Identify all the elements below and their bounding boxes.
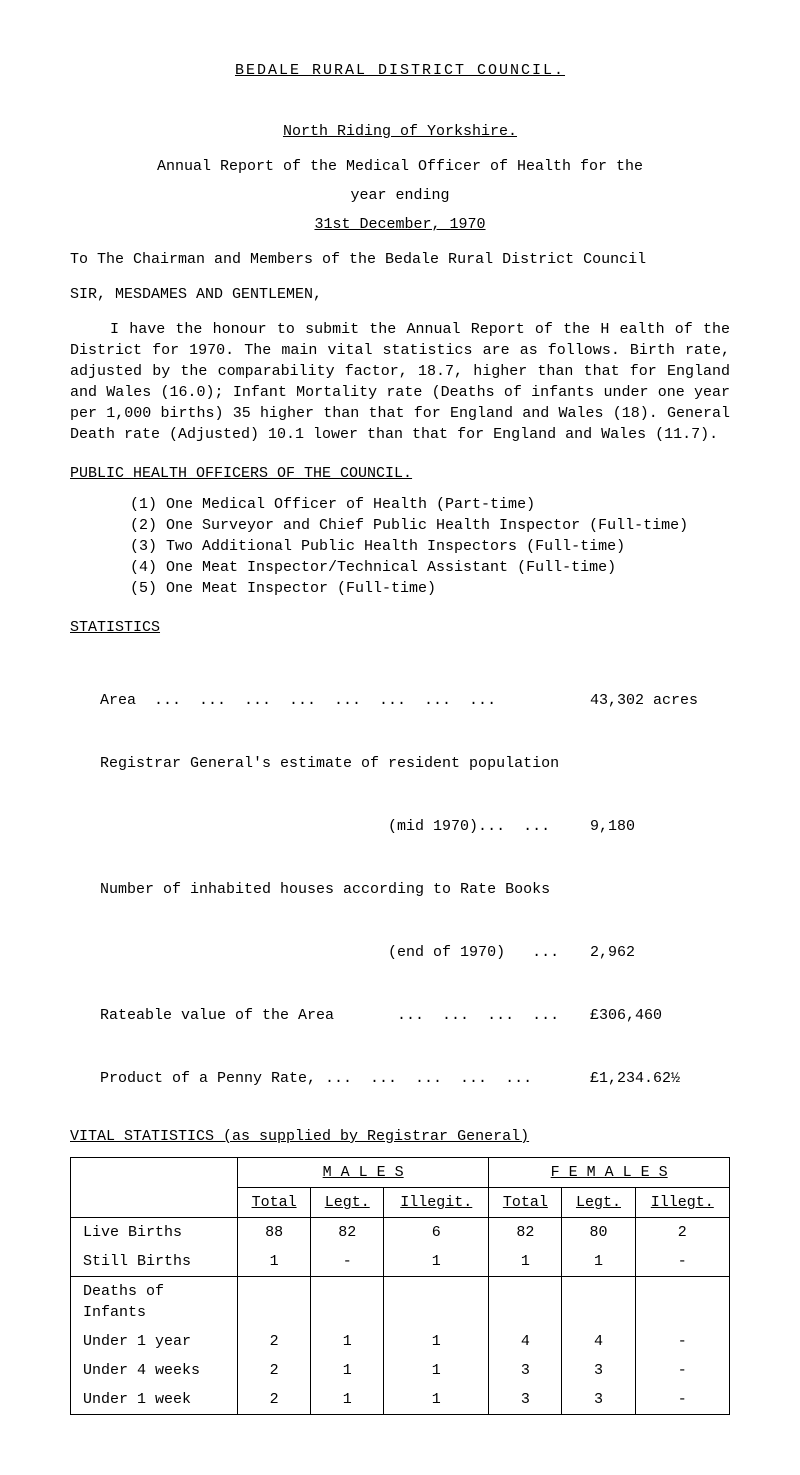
cell: -	[635, 1327, 729, 1356]
cell: 2	[238, 1327, 311, 1356]
addressee-line: To The Chairman and Members of the Bedal…	[70, 249, 730, 270]
report-date: 31st December, 1970	[314, 216, 485, 233]
cell: 1	[384, 1356, 489, 1385]
cell: 2	[238, 1385, 311, 1415]
cell: 3	[562, 1385, 635, 1415]
cell: 1	[311, 1385, 384, 1415]
stat-value: 2,962	[570, 942, 730, 963]
vital-statistics-table: M A L E S F E M A L E S Total Legt. Ille…	[70, 1157, 730, 1415]
officer-item: (4) One Meat Inspector/Technical Assista…	[130, 557, 730, 578]
cell: 80	[562, 1218, 635, 1248]
stat-label: (mid 1970)... ...	[100, 816, 570, 837]
officer-item: (3) Two Additional Public Health Inspect…	[130, 536, 730, 557]
officers-heading: PUBLIC HEALTH OFFICERS OF THE COUNCIL.	[70, 463, 730, 484]
cell: 4	[562, 1327, 635, 1356]
row-label: Under 1 week	[71, 1385, 238, 1415]
cell: 1	[311, 1327, 384, 1356]
col-header: Legt.	[311, 1188, 384, 1218]
cell: -	[635, 1385, 729, 1415]
cell: 82	[311, 1218, 384, 1248]
cell: 1	[384, 1247, 489, 1277]
cell: 3	[489, 1356, 562, 1385]
col-header: Total	[489, 1188, 562, 1218]
col-header: Illegt.	[635, 1188, 729, 1218]
officer-item: (5) One Meat Inspector (Full-time)	[130, 578, 730, 599]
stat-label: Rateable value of the Area ... ... ... .…	[100, 1005, 570, 1026]
body-paragraph: I have the honour to submit the Annual R…	[70, 319, 730, 445]
stat-label: (end of 1970) ...	[100, 942, 570, 963]
cell: 1	[384, 1327, 489, 1356]
group-header-males: M A L E S	[238, 1158, 489, 1188]
salutation-line: SIR, MESDAMES AND GENTLEMEN,	[70, 284, 730, 305]
stat-label: Product of a Penny Rate, ... ... ... ...…	[100, 1068, 570, 1089]
cell: 1	[562, 1247, 635, 1277]
cell: 4	[489, 1327, 562, 1356]
cell: 2	[238, 1356, 311, 1385]
cell: 1	[311, 1356, 384, 1385]
report-line1: Annual Report of the Medical Officer of …	[70, 156, 730, 177]
col-header: Legt.	[562, 1188, 635, 1218]
row-label: Still Births	[71, 1247, 238, 1277]
row-label: Under 1 year	[71, 1327, 238, 1356]
report-line2: year ending	[70, 185, 730, 206]
col-header: Illegit.	[384, 1188, 489, 1218]
cell: 6	[384, 1218, 489, 1248]
cell: 2	[635, 1218, 729, 1248]
statistics-heading: STATISTICS	[70, 617, 730, 638]
stat-value: £1,234.62½	[570, 1068, 730, 1089]
doc-subtitle: North Riding of Yorkshire.	[283, 123, 517, 140]
cell: 3	[489, 1385, 562, 1415]
stat-value	[570, 879, 730, 900]
group-header-females: F E M A L E S	[489, 1158, 730, 1188]
vital-heading: VITAL STATISTICS (as supplied by Registr…	[70, 1128, 529, 1145]
cell: 3	[562, 1356, 635, 1385]
doc-title: BEDALE RURAL DISTRICT COUNCIL.	[235, 62, 565, 79]
officer-item: (1) One Medical Officer of Health (Part-…	[130, 494, 730, 515]
stat-label: Number of inhabited houses according to …	[100, 879, 570, 900]
cell: -	[635, 1356, 729, 1385]
stat-value	[570, 753, 730, 774]
stat-label: Area ... ... ... ... ... ... ... ...	[100, 690, 570, 711]
stat-label: Registrar General's estimate of resident…	[100, 753, 570, 774]
cell: 82	[489, 1218, 562, 1248]
row-label: Under 4 weeks	[71, 1356, 238, 1385]
cell: 1	[384, 1385, 489, 1415]
cell: 88	[238, 1218, 311, 1248]
row-label: Live Births	[71, 1218, 238, 1248]
stat-value: 43,302 acres	[570, 690, 730, 711]
deaths-header: Deaths of Infants	[71, 1277, 238, 1328]
officer-item: (2) One Surveyor and Chief Public Health…	[130, 515, 730, 536]
cell: 1	[489, 1247, 562, 1277]
cell: 1	[238, 1247, 311, 1277]
stat-value: £306,460	[570, 1005, 730, 1026]
cell: -	[311, 1247, 384, 1277]
col-header: Total	[238, 1188, 311, 1218]
stat-value: 9,180	[570, 816, 730, 837]
cell: -	[635, 1247, 729, 1277]
